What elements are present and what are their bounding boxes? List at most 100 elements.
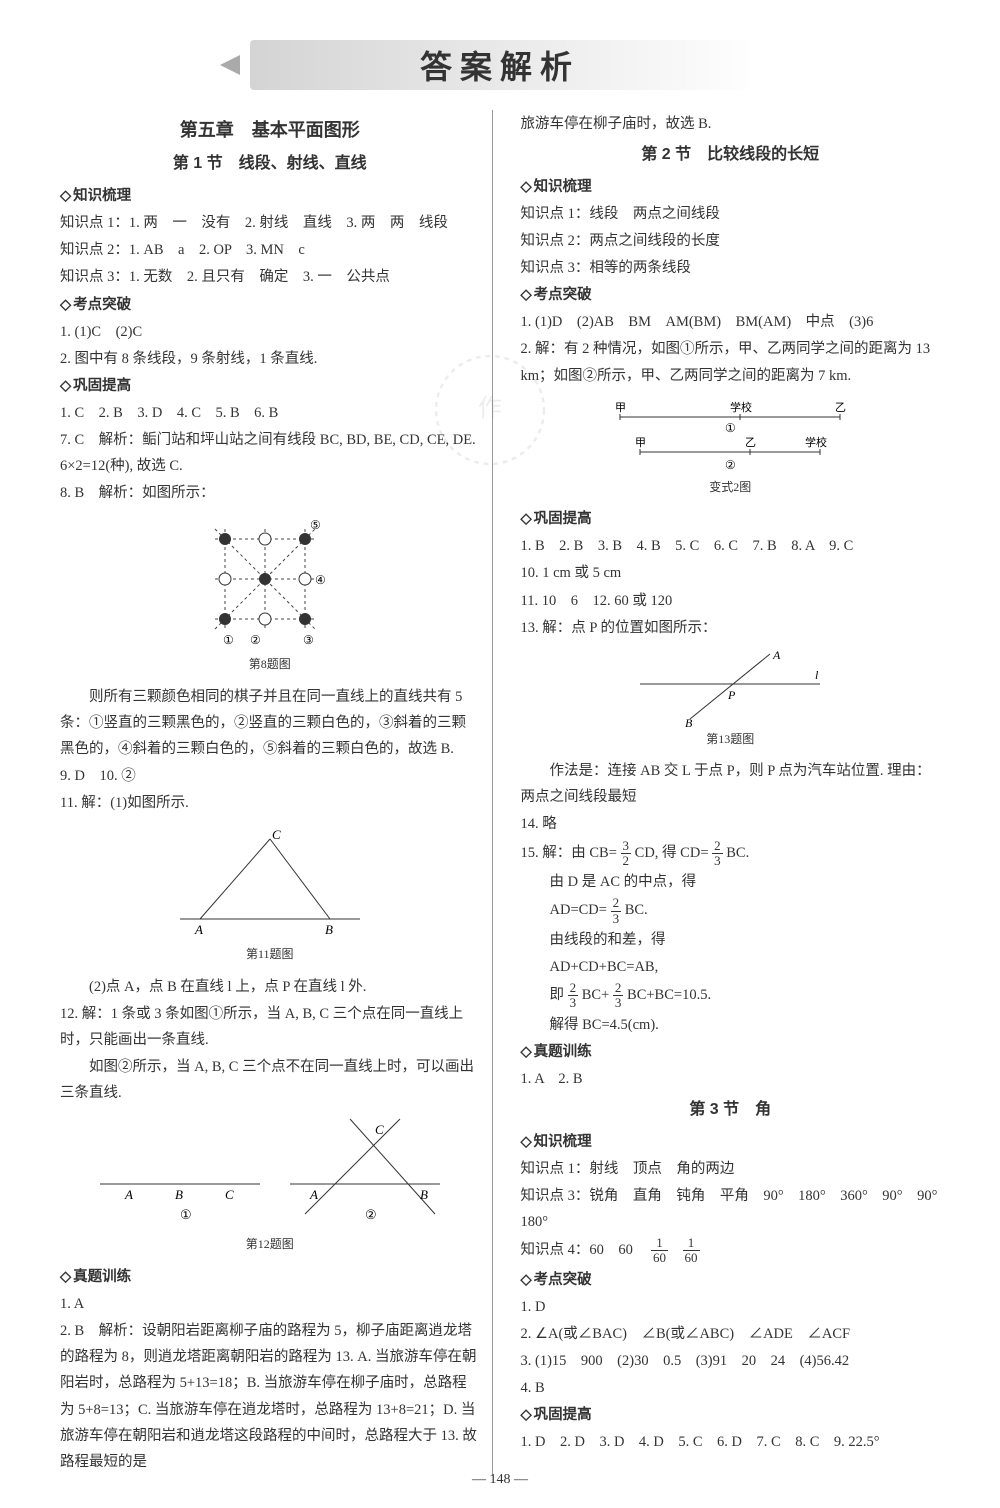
r-q14: 14. 略 [521, 811, 941, 837]
heading-gqtg: 巩固提高 [60, 373, 480, 399]
s3-q1: 1. D [521, 1294, 941, 1320]
kp3: 知识点 3：1. 无数 2. 且只有 确定 3. 一 公共点 [60, 264, 480, 290]
frac-2-3b: 23 [611, 896, 622, 926]
r-q15b: 由 D 是 AC 的中点，得 [521, 869, 941, 895]
frac-2-3: 23 [712, 839, 723, 869]
svg-text:作: 作 [478, 395, 502, 422]
q9-10: 9. D 10. ② [60, 763, 480, 789]
figure-12: A B C ① A B C ② 第12题图 [60, 1114, 480, 1256]
r-heading-kdtp: 考点突破 [521, 282, 941, 308]
heading-ztxl: 真题训练 [60, 1264, 480, 1290]
r-q13: 13. 解：点 P 的位置如图所示： [521, 615, 941, 641]
zt1: 1. A [60, 1291, 480, 1317]
figure-11: A B C 第11题图 [60, 824, 480, 966]
figvar2-caption: 变式2图 [521, 477, 941, 499]
right-column: 旅游车停在柳子庙时，故选 B. 第 2 节 比较线段的长短 知识梳理 知识点 1… [513, 110, 941, 1476]
svg-text:A: A [772, 649, 781, 662]
q15f-mid2: BC+BC=10.5. [627, 987, 711, 1003]
figure-13: A B P l 第13题图 [521, 649, 941, 751]
svg-text:②: ② [365, 1207, 377, 1222]
continuation: 旅游车停在柳子庙时，故选 B. [521, 111, 941, 137]
svg-text:①: ① [223, 633, 234, 647]
s3-q2: 2. ∠A(或∠BAC) ∠B(或∠ABC) ∠ADE ∠ACF [521, 1321, 941, 1347]
q11: 11. 解：(1)如图所示. [60, 790, 480, 816]
r-q15c: AD=CD= 23 BC. [521, 896, 941, 926]
figure-var2: 甲学校乙 ① 甲乙学校 ② 变式2图 [521, 397, 941, 499]
q15c2-text: BC. [625, 902, 648, 918]
content-area: 第五章 基本平面图形 第 1 节 线段、射线、直线 知识梳理 知识点 1：1. … [0, 110, 1000, 1476]
frac-1-60a: 160 [651, 1236, 668, 1266]
svg-text:B: B [685, 716, 693, 729]
section-1-title: 第 1 节 线段、射线、直线 [60, 150, 480, 179]
svg-text:⑤: ⑤ [310, 518, 321, 532]
s3-kp4: 知识点 4：60 60 160 160 [521, 1236, 941, 1266]
s3-arow: 1. D 2. D 3. D 4. D 5. C 6. D 7. C 8. C … [521, 1429, 941, 1455]
q2: 2. 图中有 8 条线段，9 条射线，1 条直线. [60, 346, 480, 372]
svg-text:④: ④ [315, 573, 326, 587]
left-column: 第五章 基本平面图形 第 1 节 线段、射线、直线 知识梳理 知识点 1：1. … [60, 110, 493, 1476]
frac-2-3d: 23 [613, 981, 624, 1011]
heading-kdtp: 考点突破 [60, 292, 480, 318]
page-number: — 148 — [0, 1472, 1000, 1488]
r-heading-gqtg: 巩固提高 [521, 506, 941, 532]
svg-text:C: C [272, 827, 281, 842]
svg-text:①: ① [725, 421, 736, 435]
heading-zsl: 知识梳理 [60, 183, 480, 209]
frac-1-60b: 160 [683, 1236, 700, 1266]
q15a3-text: BC. [726, 845, 749, 861]
fig13-caption: 第13题图 [521, 729, 941, 751]
svg-text:乙: 乙 [835, 401, 846, 414]
q12b: 如图②所示，当 A, B, C 三个点不在同一直线上时，可以画出三条直线. [60, 1054, 480, 1106]
r-q11-12: 11. 10 6 12. 60 或 120 [521, 588, 941, 614]
r-q15f: 即 23 BC+ 23 BC+BC=10.5. [521, 981, 941, 1011]
svg-text:C: C [375, 1122, 384, 1137]
q15f-mid: BC+ [582, 987, 610, 1003]
fig8-caption: 第8题图 [60, 654, 480, 676]
svg-text:P: P [727, 688, 736, 702]
s3-q4: 4. B [521, 1375, 941, 1401]
svg-text:学校: 学校 [730, 400, 752, 414]
header-banner: 答案解析 [250, 40, 750, 90]
svg-text:l: l [815, 668, 819, 682]
fig12-caption: 第12题图 [60, 1234, 480, 1256]
s3-kp1: 知识点 1：射线 顶点 角的两边 [521, 1156, 941, 1182]
svg-text:A: A [309, 1187, 318, 1202]
q15c-text: AD=CD= [521, 902, 607, 918]
svg-text:B: B [325, 922, 333, 937]
figure-8: ① ② ③ ④ ⑤ 第8题图 [60, 514, 480, 676]
svg-text:B: B [175, 1187, 183, 1202]
q15a-text: 15. 解：由 CB= [521, 845, 617, 861]
q11-2: (2)点 A，点 B 在直线 l 上，点 P 在直线 l 外. [60, 974, 480, 1000]
s3-heading-kdtp: 考点突破 [521, 1267, 941, 1293]
r-q2: 2. 解：有 2 种情况，如图①所示，甲、乙两同学之间的距离为 13 km；如图… [521, 336, 941, 388]
svg-text:③: ③ [303, 633, 314, 647]
q15f-pre: 即 [521, 987, 565, 1003]
svg-text:②: ② [250, 633, 261, 647]
svg-text:B: B [420, 1187, 428, 1202]
r-kp1: 知识点 1：线段 两点之间线段 [521, 201, 941, 227]
r-q13-explain: 作法是：连接 AB 交 L 于点 P，则 P 点为汽车站位置. 理由：两点之间线… [521, 758, 941, 810]
s3-kp4-pre: 知识点 4：60 60 [521, 1242, 648, 1258]
svg-text:②: ② [725, 458, 736, 472]
svg-text:甲: 甲 [635, 437, 646, 449]
q8: 8. B 解析：如图所示： [60, 480, 480, 506]
chapter-title: 第五章 基本平面图形 [60, 114, 480, 146]
r-kp3: 知识点 3：相等的两条线段 [521, 255, 941, 281]
q12a: 12. 解：1 条或 3 条如图①所示，当 A, B, C 三个点在同一直线上时… [60, 1001, 480, 1053]
frac-3-2: 32 [621, 839, 632, 869]
r-q1: 1. (1)D (2)AB BM AM(BM) BM(AM) 中点 (3)6 [521, 309, 941, 335]
r-kp2: 知识点 2：两点之间线段的长度 [521, 228, 941, 254]
svg-text:甲: 甲 [615, 402, 626, 414]
q15a2-text: CD, 得 CD= [635, 845, 709, 861]
r-q15a: 15. 解：由 CB= 32 CD, 得 CD= 23 BC. [521, 839, 941, 869]
page-title: 答案解析 [420, 42, 580, 88]
s3-heading-gqtg: 巩固提高 [521, 1402, 941, 1428]
q7: 7. C 解析：鲘门站和坪山站之间有线段 BC, BD, BE, CD, CE,… [60, 427, 480, 479]
s3-kp3: 知识点 3：锐角 直角 钝角 平角 90° 180° 360° 90° 90° … [521, 1183, 941, 1235]
s3-q3: 3. (1)15 900 (2)30 0.5 (3)91 20 24 (4)56… [521, 1348, 941, 1374]
q8-explain: 则所有三颗颜色相同的棋子并且在同一直线上的直线共有 5 条：①竖直的三颗黑色的，… [60, 684, 480, 762]
svg-text:C: C [225, 1187, 234, 1202]
fig11-caption: 第11题图 [60, 944, 480, 966]
svg-text:A: A [124, 1187, 133, 1202]
r-q15d: 由线段的和差，得 [521, 927, 941, 953]
